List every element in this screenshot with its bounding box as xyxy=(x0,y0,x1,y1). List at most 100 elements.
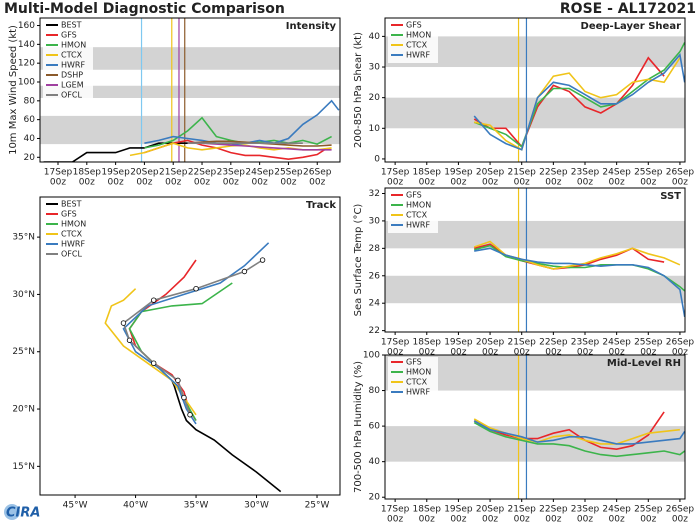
legend-label: HMON xyxy=(61,41,86,50)
x-tick-hour: 00z xyxy=(309,178,325,188)
x-tick-hour: 00z xyxy=(387,178,403,188)
x-tick-hour: 00z xyxy=(482,348,498,358)
track-point xyxy=(181,394,187,401)
legend-label: OFCL xyxy=(61,91,82,100)
y-tick-label: 32 xyxy=(369,189,380,199)
series-line xyxy=(144,139,325,161)
x-tick-label: 35°W xyxy=(184,501,209,511)
x-tick-label: 24Sep xyxy=(245,168,274,178)
series-line xyxy=(171,380,282,493)
x-tick-hour: 00z xyxy=(223,178,239,188)
y-tick-label: 40 xyxy=(369,32,381,42)
band xyxy=(40,85,340,98)
y-tick-label: 20 xyxy=(24,153,36,163)
x-tick-hour: 00z xyxy=(79,178,95,188)
series-line xyxy=(473,52,685,151)
plot-frame xyxy=(39,17,341,163)
x-tick-hour: 00z xyxy=(419,178,435,188)
x-tick-label: 24Sep xyxy=(602,338,631,348)
y-tick-label: 24 xyxy=(369,299,381,309)
y-tick-label: 30 xyxy=(369,216,381,226)
x-tick-hour: 00z xyxy=(640,348,656,358)
x-tick-hour: 00z xyxy=(609,348,625,358)
x-tick-hour: 00z xyxy=(450,515,466,525)
y-tick-label: 80 xyxy=(369,386,381,396)
legend-label: GFS xyxy=(406,358,422,367)
logo-mark xyxy=(4,504,20,520)
series-line xyxy=(122,259,264,416)
x-tick-label: 20Sep xyxy=(476,168,505,178)
legend-label: HMON xyxy=(61,220,86,229)
x-tick-label: 22Sep xyxy=(539,505,568,515)
x-tick-label: 25Sep xyxy=(634,168,663,178)
x-tick-hour: 00z xyxy=(514,178,530,188)
x-tick-hour: 00z xyxy=(136,178,152,188)
y-tick-label: 60 xyxy=(24,115,36,125)
plot-frame xyxy=(39,196,341,496)
legend-label: CTCX xyxy=(406,378,428,387)
x-tick-label: 30°W xyxy=(244,501,269,511)
x-tick-label: 26Sep xyxy=(666,338,695,348)
legend-label: GFS xyxy=(61,210,77,219)
y-tick-label: 30 xyxy=(369,63,381,73)
y-tick-label: 30°N xyxy=(12,290,35,300)
y-axis-label: Sea Surface Temp (°C) xyxy=(353,204,364,317)
x-tick-hour: 00z xyxy=(108,178,124,188)
plot xyxy=(40,18,340,162)
legend-label: HMON xyxy=(406,201,431,210)
x-tick-label: 20Sep xyxy=(476,505,505,515)
legend-label: OFCL xyxy=(61,250,82,259)
legend-label: HWRF xyxy=(61,240,85,249)
legend-label: GFS xyxy=(61,31,77,40)
band xyxy=(40,115,340,145)
y-tick-label: 15°N xyxy=(12,462,35,472)
plot-frame xyxy=(384,17,686,163)
y-tick-label: 40 xyxy=(369,457,381,467)
panel-title: Intensity xyxy=(286,21,337,32)
series-line xyxy=(473,56,665,149)
x-tick-hour: 00z xyxy=(387,515,403,525)
x-tick-label: 21Sep xyxy=(507,168,536,178)
x-tick-label: 19Sep xyxy=(101,168,130,178)
x-tick-hour: 00z xyxy=(280,178,296,188)
y-tick-label: 100 xyxy=(18,78,35,88)
panel-title: SST xyxy=(660,191,681,202)
x-tick-hour: 00z xyxy=(450,178,466,188)
y-axis-label: 200-850 hPa Shear (kt) xyxy=(353,32,364,148)
y-tick-label: 20 xyxy=(369,493,381,503)
x-tick-label: 25Sep xyxy=(634,338,663,348)
y-tick-label: 22 xyxy=(369,326,380,336)
y-tick-label: 160 xyxy=(18,21,35,31)
x-tick-hour: 00z xyxy=(482,178,498,188)
legend-label: GFS xyxy=(406,21,422,30)
x-tick-hour: 00z xyxy=(609,515,625,525)
x-tick-label: 19Sep xyxy=(444,168,473,178)
x-tick-label: 18Sep xyxy=(73,168,102,178)
y-tick-label: 120 xyxy=(18,59,35,69)
y-tick-label: 35°N xyxy=(12,233,35,243)
legend-label: HWRF xyxy=(406,388,430,397)
x-tick-label: 24Sep xyxy=(602,505,631,515)
series-line xyxy=(473,411,665,451)
x-tick-hour: 00z xyxy=(545,515,561,525)
legend-label: CTCX xyxy=(406,41,428,50)
x-tick-hour: 00z xyxy=(194,178,210,188)
x-tick-label: 45°W xyxy=(63,501,88,511)
x-tick-label: 18Sep xyxy=(413,168,442,178)
x-tick-hour: 00z xyxy=(577,178,593,188)
x-tick-label: 21Sep xyxy=(159,168,188,178)
track-point xyxy=(120,320,127,326)
x-tick-label: 18Sep xyxy=(413,338,442,348)
x-tick-label: 19Sep xyxy=(444,338,473,348)
track-point xyxy=(241,268,248,275)
legend-label: LGEM xyxy=(61,81,84,90)
legend-label: HMON xyxy=(406,31,431,40)
panel-title: Deep-Layer Shear xyxy=(581,21,682,32)
x-tick-hour: 00z xyxy=(672,178,688,188)
